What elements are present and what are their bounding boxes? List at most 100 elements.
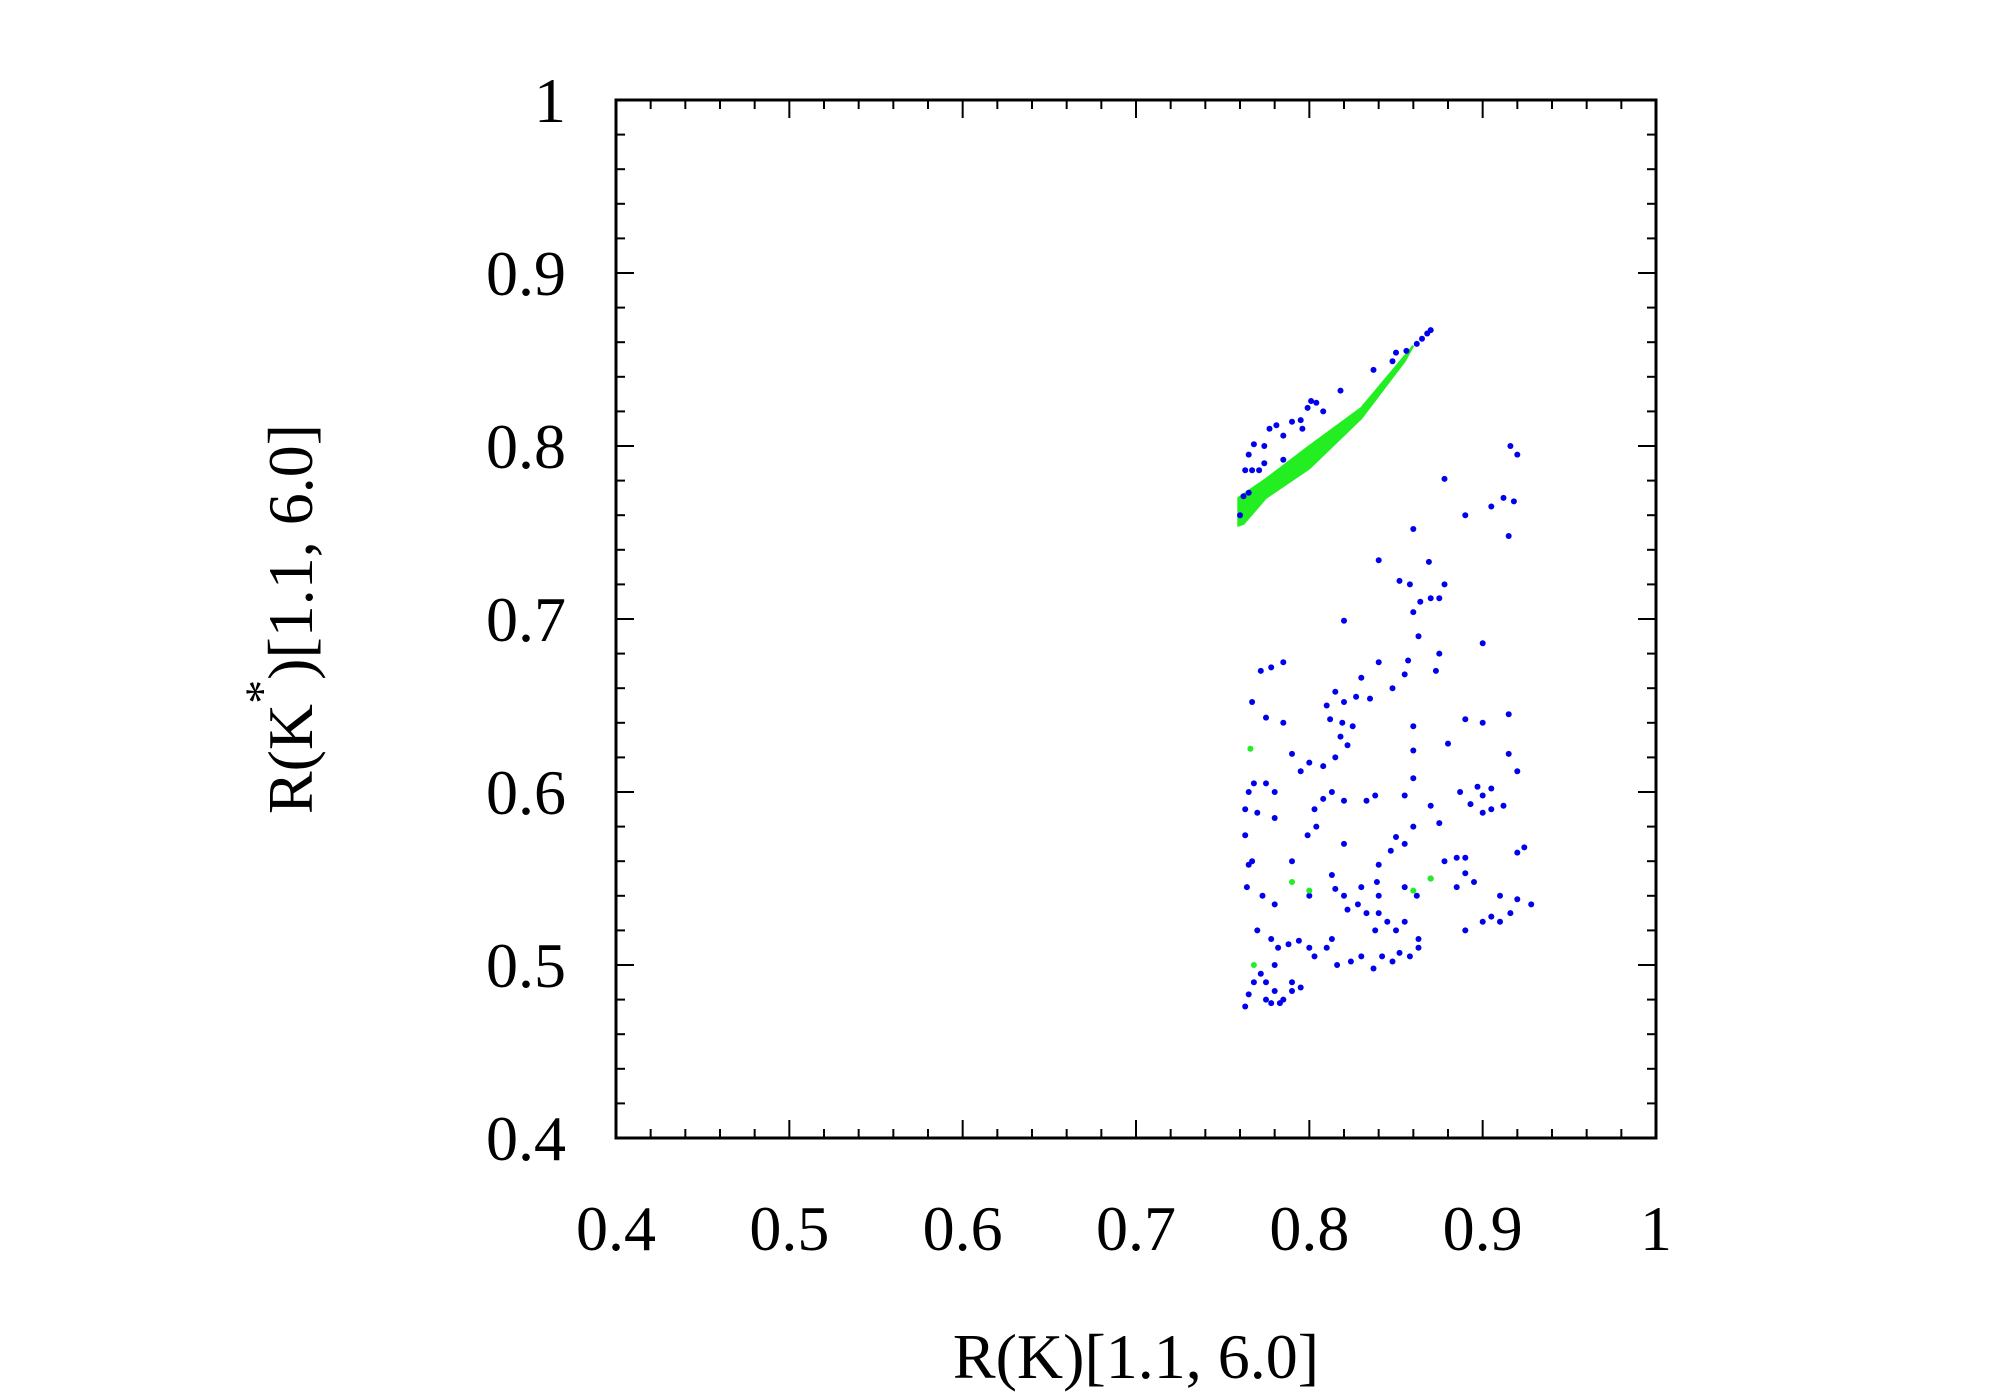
blue-point [1514,849,1521,856]
blue-point [1280,659,1287,666]
blue-point [1410,747,1417,754]
y-tick-label: 0.7 [486,584,566,655]
blue-point [1453,854,1460,861]
blue-point [1332,754,1339,761]
blue-point [1313,399,1320,406]
blue-point [1393,834,1399,840]
blue-point [1276,1000,1283,1007]
blue-point [1271,988,1278,994]
blue-point [1323,702,1330,709]
blue-point [1389,358,1396,365]
blue-point [1401,918,1408,925]
blue-point [1245,451,1252,458]
blue-point [1462,716,1469,723]
blue-point [1242,467,1249,474]
blue-point [1332,885,1339,892]
blue-point [1479,918,1486,925]
blue-point [1500,802,1507,809]
x-tick-label: 0.8 [1269,1193,1349,1264]
blue-point [1389,685,1396,692]
blue-point [1510,498,1517,505]
blue-point [1471,879,1477,885]
blue-point [1297,984,1304,991]
blue-point [1401,671,1408,678]
blue-point [1266,425,1273,432]
blue-point [1507,910,1514,917]
blue-point [1263,714,1269,721]
blue-point [1271,815,1278,821]
blue-point [1243,884,1250,891]
blue-point [1354,901,1361,908]
y-tick-label: 0.5 [486,930,566,1001]
blue-point [1306,892,1313,899]
blue-point [1373,879,1380,885]
blue-point [1289,418,1295,425]
blue-point [1240,493,1247,500]
blue-point [1370,965,1377,972]
blue-point [1436,820,1443,827]
blue-point [1505,533,1512,539]
blue-point [1462,927,1469,934]
y-tick-label: 0.4 [486,1103,566,1174]
blue-point [1358,953,1365,960]
blue-point [1505,711,1512,718]
blue-point [1479,792,1486,799]
blue-point [1268,936,1275,942]
blue-point [1363,797,1370,804]
blue-point [1295,937,1302,944]
blue-point [1462,854,1469,861]
blue-point [1488,503,1495,510]
green-point [1306,887,1313,894]
blue-point [1263,780,1269,787]
blue-point [1413,892,1420,899]
blue-point [1271,901,1278,908]
blue-point [1396,949,1403,956]
blue-point [1521,844,1528,851]
blue-point [1289,750,1295,757]
blue-point [1401,840,1408,847]
blue-point [1406,581,1413,588]
blue-point [1304,404,1311,411]
blue-point [1432,667,1439,674]
blue-point [1327,716,1334,723]
blue-point [1344,742,1351,749]
blue-point [1479,809,1486,816]
blue-point [1254,927,1261,934]
blue-point [1341,797,1347,804]
green-point [1427,875,1434,882]
blue-point [1415,944,1422,951]
x-tick-label: 0.6 [923,1193,1003,1264]
blue-point [1441,475,1448,482]
blue-point [1285,941,1292,948]
blue-point [1271,789,1278,795]
blue-point [1242,1003,1249,1010]
blue-point [1457,789,1464,795]
y-axis-label-main: R(K [255,704,326,814]
blue-point [1436,595,1443,602]
blue-point [1403,347,1410,354]
blue-point [1250,441,1257,448]
blue-point [1339,719,1346,726]
blue-point [1280,719,1287,726]
blue-point [1514,451,1521,458]
blue-point [1415,936,1422,942]
blue-point [1375,557,1382,564]
blue-point [1245,489,1252,496]
blue-point [1410,723,1417,730]
blue-point [1479,719,1486,726]
blue-point [1467,801,1474,808]
blue-point [1256,467,1263,474]
blue-point [1372,927,1379,934]
blue-point [1242,832,1249,839]
blue-point [1410,609,1417,616]
blue-point [1436,650,1443,657]
blue-point [1337,733,1344,740]
blue-point [1257,667,1264,674]
blue-point [1320,763,1327,770]
blue-point [1488,806,1495,813]
blue-point [1311,806,1318,813]
blue-point [1387,847,1394,854]
blue-point [1393,349,1399,356]
y-tick-label: 0.9 [486,238,566,309]
